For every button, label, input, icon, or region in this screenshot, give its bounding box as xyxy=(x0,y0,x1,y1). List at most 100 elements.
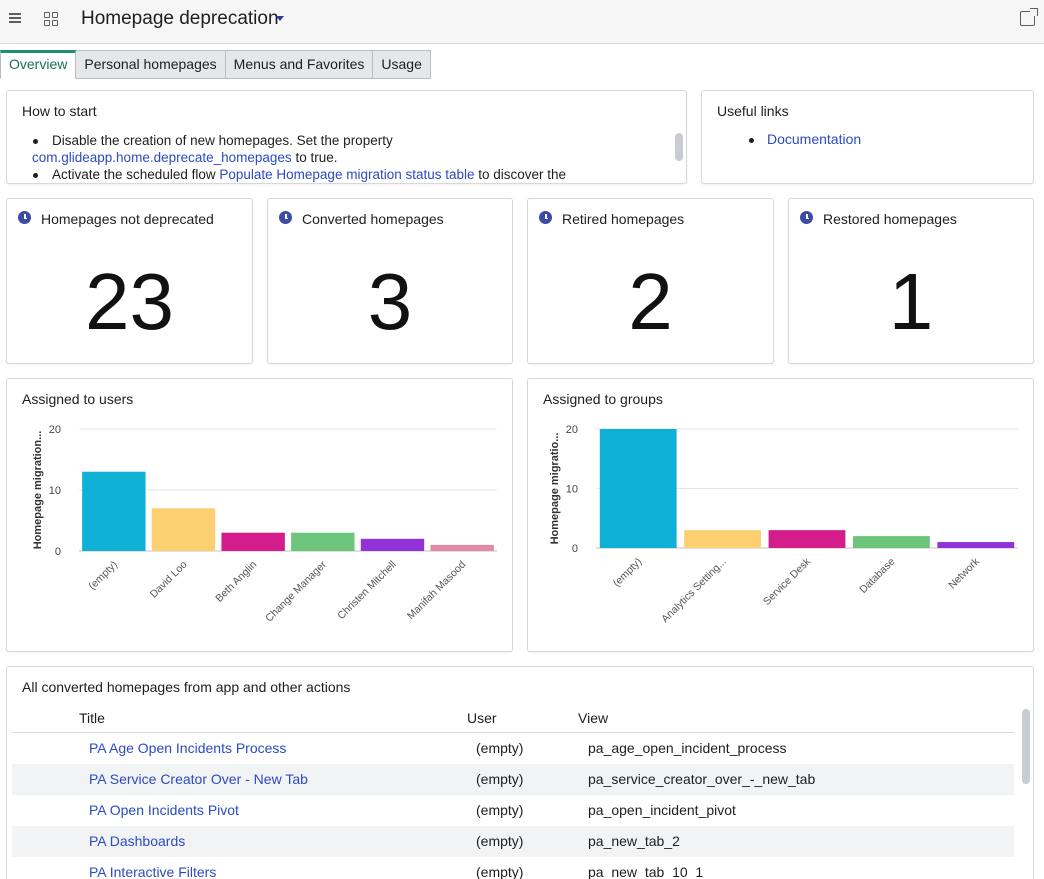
tab-usage[interactable]: Usage xyxy=(373,50,431,79)
x-tick-label: David Loo xyxy=(148,559,190,601)
row-title-link[interactable]: PA Age Open Incidents Process xyxy=(89,740,287,756)
clock-icon xyxy=(539,211,552,224)
x-tick-label: Change Manager xyxy=(263,558,329,624)
kpi-card-restored[interactable]: Restored homepages 1 xyxy=(788,198,1034,364)
x-tick-label: Christen Mitchell xyxy=(335,559,398,622)
property-link[interactable]: com.glideapp.home.deprecate_homepages xyxy=(32,150,292,165)
bar xyxy=(291,532,355,551)
x-tick-label: Manifah Masood xyxy=(405,559,468,622)
bar xyxy=(684,530,762,548)
kpi-title: Homepages not deprecated xyxy=(41,211,214,227)
row-view: pa_service_creator_over_-_new_tab xyxy=(588,771,816,787)
table-row: PA Dashboards (empty) pa_new_tab_2 xyxy=(12,826,1014,857)
row-title-link[interactable]: PA Interactive Filters xyxy=(89,864,217,879)
kpi-card-converted[interactable]: Converted homepages 3 xyxy=(267,198,513,364)
kpi-title: Restored homepages xyxy=(823,211,957,227)
row-view: pa_open_incident_pivot xyxy=(588,802,736,818)
bar xyxy=(852,536,930,548)
y-axis-label: Homepage migratio... xyxy=(549,433,561,545)
kpi-title: Retired homepages xyxy=(562,211,685,227)
row-title-link[interactable]: PA Open Incidents Pivot xyxy=(89,802,239,818)
row-user: (empty) xyxy=(476,740,524,756)
row-user: (empty) xyxy=(476,802,524,818)
menu-icon[interactable] xyxy=(9,13,21,25)
chevron-down-icon[interactable] xyxy=(276,16,284,21)
bar xyxy=(82,471,146,551)
documentation-link[interactable]: Documentation xyxy=(767,131,862,147)
assigned-to-groups-chart-card: Assigned to groups 0 10 20 Homepage migrati… xyxy=(527,378,1034,652)
grid-icon[interactable] xyxy=(44,12,58,26)
table-row: PA Service Creator Over - New Tab (empty… xyxy=(12,764,1014,795)
step-text: Disable the creation of new homepages. S… xyxy=(52,133,393,148)
useful-links-card: Useful links Documentation xyxy=(701,90,1034,184)
row-title-link[interactable]: PA Dashboards xyxy=(89,833,186,849)
assigned-to-users-chart-card: Assigned to users 0 10 20 Homepage migratio… xyxy=(6,378,513,652)
x-tick-label: Service Desk xyxy=(761,555,814,608)
y-tick-label: 20 xyxy=(49,424,61,436)
kpi-value: 2 xyxy=(628,257,673,346)
row-user: (empty) xyxy=(476,833,524,849)
assigned-to-groups-chart: 0 10 20 Homepage migratio... (empty) Analytic… xyxy=(549,424,1018,626)
bar xyxy=(360,538,425,551)
page-title: Homepage deprecation xyxy=(81,8,279,29)
row-user: (empty) xyxy=(476,771,524,787)
y-tick-label: 10 xyxy=(49,485,61,497)
x-tick-label: Database xyxy=(857,556,897,596)
row-view: pa_new_tab_2 xyxy=(588,833,680,849)
list-item: Activate the scheduled flow Populate Hom… xyxy=(33,166,656,183)
row-view: pa_age_open_incident_process xyxy=(588,740,787,756)
kpi-value: 1 xyxy=(888,257,934,346)
kpi-value: 23 xyxy=(85,257,174,346)
tab-personal-homepages[interactable]: Personal homepages xyxy=(76,50,226,79)
scheduled-flow-link[interactable]: Populate Homepage migration status table xyxy=(219,167,475,182)
y-axis-label: Homepage migration... xyxy=(32,431,44,550)
bar xyxy=(599,429,677,548)
table-header: Title User View xyxy=(12,707,1014,733)
column-header-user[interactable]: User xyxy=(467,710,497,726)
column-header-title[interactable]: Title xyxy=(79,710,105,726)
x-tick-label: Beth Anglin xyxy=(213,559,259,605)
row-title-link[interactable]: PA Service Creator Over - New Tab xyxy=(89,771,308,787)
list-item: Documentation xyxy=(748,131,862,147)
share-icon[interactable] xyxy=(1020,8,1038,26)
tab-bar: Overview Personal homepages Menus and Fa… xyxy=(0,50,431,79)
y-tick-label: 10 xyxy=(566,484,578,496)
x-tick-label: Analytics Setting... xyxy=(659,556,729,626)
kpi-title: Converted homepages xyxy=(302,211,444,227)
scrollbar[interactable] xyxy=(1022,709,1030,784)
kpi-card-not-deprecated[interactable]: Homepages not deprecated 23 xyxy=(6,198,253,364)
how-to-start-list: Disable the creation of new homepages. S… xyxy=(32,132,656,183)
step-suffix: to true. xyxy=(291,150,338,165)
table-row: PA Interactive Filters (empty) pa_new_ta… xyxy=(12,857,1014,879)
how-to-start-card: How to start Disable the creation of new… xyxy=(6,90,687,184)
y-tick-label: 0 xyxy=(572,543,578,555)
tab-menus-and-favorites[interactable]: Menus and Favorites xyxy=(225,50,374,79)
card-title: All converted homepages from app and oth… xyxy=(22,679,351,695)
column-header-view[interactable]: View xyxy=(578,710,609,726)
row-view: pa_new_tab_10_1 xyxy=(588,864,704,879)
useful-links-list: Documentation xyxy=(748,131,862,147)
table-row: PA Age Open Incidents Process (empty) pa… xyxy=(12,733,1014,764)
x-tick-label: (empty) xyxy=(611,556,645,590)
table-row: PA Open Incidents Pivot (empty) pa_open_… xyxy=(12,795,1014,826)
chart-title: Assigned to users xyxy=(22,391,134,407)
bar xyxy=(221,532,285,551)
kpi-value: 3 xyxy=(367,257,413,346)
top-bar: Homepage deprecation xyxy=(0,0,1044,44)
converted-homepages-card: All converted homepages from app and oth… xyxy=(6,666,1034,879)
assigned-to-users-chart: 0 10 20 Homepage migration... (empty) David L… xyxy=(32,424,497,624)
card-title: Useful links xyxy=(717,103,789,119)
step-suffix: to discover the xyxy=(474,167,567,182)
bar xyxy=(937,542,1015,548)
list-item: Disable the creation of new homepages. S… xyxy=(32,132,656,166)
step-text: Activate the scheduled flow xyxy=(52,167,220,182)
y-tick-label: 0 xyxy=(55,546,61,558)
kpi-card-retired[interactable]: Retired homepages 2 xyxy=(527,198,774,364)
scrollbar[interactable] xyxy=(675,133,683,161)
row-user: (empty) xyxy=(476,864,524,879)
tab-overview[interactable]: Overview xyxy=(0,50,77,79)
chart-title: Assigned to groups xyxy=(543,391,663,407)
clock-icon xyxy=(18,211,31,224)
bar xyxy=(151,508,216,551)
clock-icon xyxy=(279,211,292,224)
